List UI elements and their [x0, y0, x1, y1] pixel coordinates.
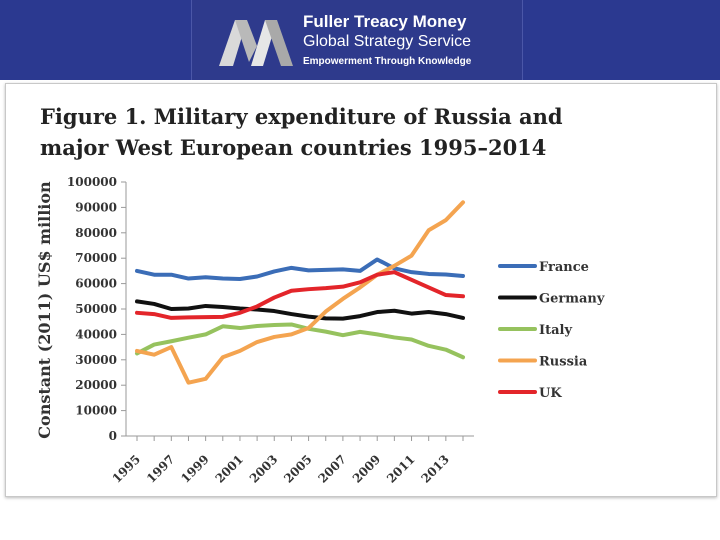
y-tick-label: 80000	[75, 226, 117, 240]
series-line-germany	[135, 299, 465, 321]
y-tick-label: 40000	[75, 327, 117, 341]
x-tick-label: 2005	[281, 452, 315, 486]
series-line-uk	[135, 270, 465, 320]
y-tick-label: 60000	[75, 277, 117, 291]
series-line-russia	[135, 200, 465, 385]
x-tick-label: 2013	[418, 452, 452, 486]
y-axis-label: Constant (2011) US$ million	[35, 181, 54, 439]
legend-label-russia: Russia	[539, 355, 588, 370]
x-tick-label: 1999	[178, 452, 212, 486]
x-tick-label: 1997	[144, 452, 178, 486]
x-tick-label: 2009	[350, 452, 384, 486]
y-tick-label: 90000	[75, 200, 117, 214]
y-tick-label: 100000	[67, 175, 117, 189]
figure-title-line-1: Figure 1. Military expenditure of Russia…	[40, 104, 563, 129]
y-tick-label: 70000	[75, 251, 117, 265]
x-tick-label: 2001	[213, 452, 247, 486]
series-line-italy	[135, 322, 465, 360]
legend-label-germany: Germany	[539, 292, 605, 307]
figure-title-line-2: major West European countries 1995–2014	[40, 135, 547, 160]
legend-label-uk: UK	[539, 386, 562, 401]
legend-label-italy: Italy	[539, 323, 572, 338]
x-tick-label: 2003	[247, 452, 281, 486]
legend-label-france: France	[539, 260, 589, 275]
brand-tagline: Empowerment Through Knowledge	[303, 56, 472, 67]
x-tick-label: 2007	[315, 452, 349, 486]
x-tick-label: 1995	[110, 452, 144, 486]
x-tick-label: 2011	[384, 452, 418, 486]
brand-service: Global Strategy Service	[303, 33, 472, 50]
y-tick-label: 50000	[75, 302, 117, 316]
y-tick-label: 30000	[75, 353, 117, 367]
y-tick-label: 0	[109, 429, 117, 443]
series-line-france	[135, 257, 465, 282]
y-tick-label: 10000	[75, 404, 117, 418]
figure-title: Figure 1. Military expenditure of Russia…	[40, 101, 600, 163]
y-tick-label: 20000	[75, 378, 117, 392]
slide-frame	[5, 83, 717, 497]
brand-name: Fuller Treacy Money	[303, 12, 467, 31]
brand-logo-icon	[219, 20, 293, 66]
